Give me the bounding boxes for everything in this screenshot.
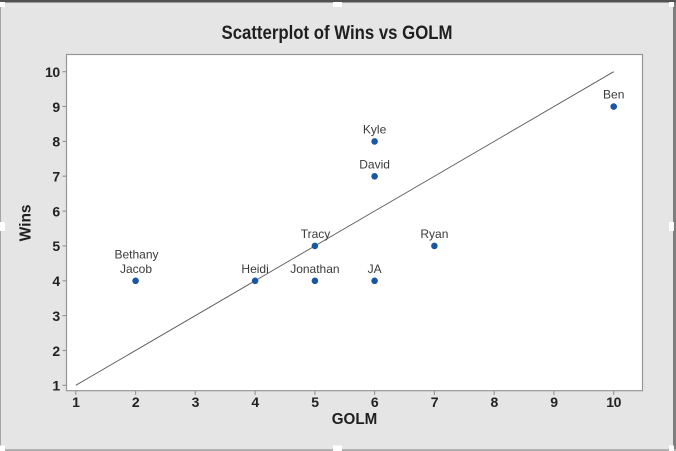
svg-text:David: David: [359, 157, 390, 171]
svg-text:4: 4: [52, 273, 60, 289]
svg-text:1: 1: [52, 378, 60, 394]
svg-text:10: 10: [606, 394, 621, 410]
svg-text:Bethany: Bethany: [114, 248, 158, 262]
svg-text:10: 10: [45, 64, 60, 80]
svg-text:2: 2: [52, 343, 60, 359]
svg-text:Jacob: Jacob: [120, 262, 152, 276]
svg-text:5: 5: [52, 238, 60, 254]
svg-text:3: 3: [52, 308, 60, 324]
svg-text:9: 9: [550, 394, 558, 410]
svg-text:3: 3: [192, 394, 200, 410]
svg-text:Heidi: Heidi: [241, 262, 268, 276]
svg-text:Ben: Ben: [603, 88, 624, 102]
svg-text:1: 1: [72, 394, 80, 410]
svg-text:2: 2: [132, 394, 140, 410]
svg-text:Jonathan: Jonathan: [290, 262, 339, 276]
svg-text:9: 9: [52, 99, 60, 115]
svg-text:Wins: Wins: [18, 204, 35, 241]
svg-text:GOLM: GOLM: [332, 411, 378, 428]
svg-text:8: 8: [52, 134, 60, 150]
svg-text:Scatterplot of Wins vs GOLM: Scatterplot of Wins vs GOLM: [222, 23, 453, 44]
svg-text:4: 4: [251, 394, 259, 410]
svg-text:6: 6: [52, 203, 60, 219]
svg-text:Kyle: Kyle: [363, 122, 387, 136]
svg-text:JA: JA: [368, 262, 382, 276]
svg-text:Tracy: Tracy: [301, 227, 331, 241]
svg-text:7: 7: [52, 169, 60, 185]
svg-text:7: 7: [431, 394, 439, 410]
svg-text:8: 8: [491, 394, 499, 410]
svg-text:5: 5: [311, 394, 319, 410]
svg-text:Ryan: Ryan: [420, 227, 448, 241]
svg-text:6: 6: [371, 394, 379, 410]
